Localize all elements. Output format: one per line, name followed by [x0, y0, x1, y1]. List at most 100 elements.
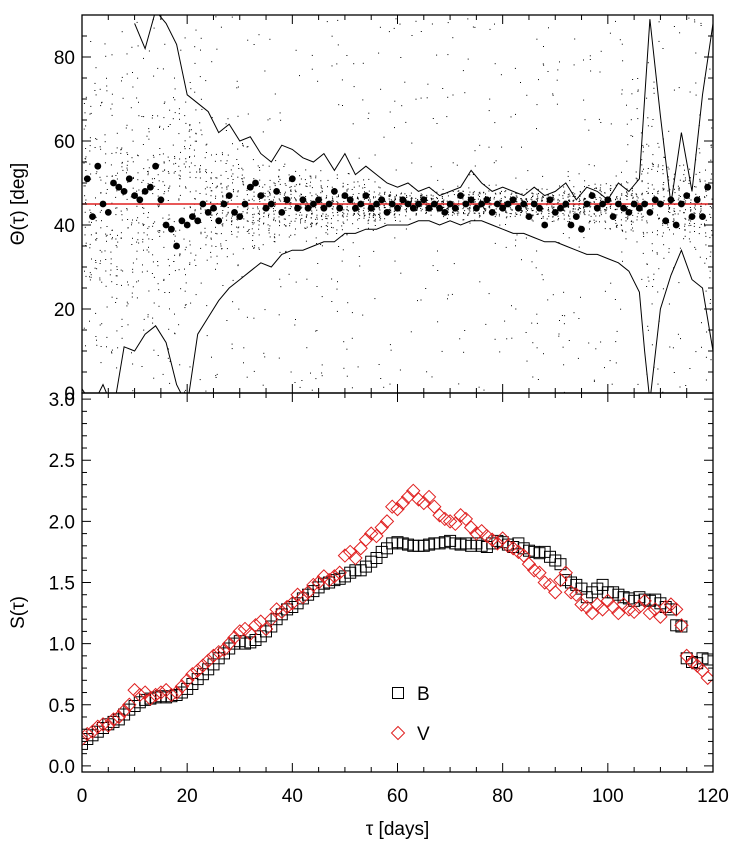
scatter-dot — [515, 113, 516, 115]
scatter-dot — [620, 183, 622, 185]
scatter-dot — [658, 40, 660, 42]
scatter-dot — [583, 213, 585, 215]
scatter-dot — [457, 214, 459, 216]
scatter-dot — [543, 46, 544, 47]
scatter-dot — [657, 164, 659, 166]
mean-point — [136, 196, 144, 204]
point-V — [342, 544, 358, 560]
scatter-dot — [106, 226, 108, 227]
scatter-dot — [295, 199, 297, 201]
scatter-dot — [178, 199, 180, 201]
scatter-dot — [693, 207, 695, 209]
scatter-dot — [158, 164, 160, 166]
scatter-dot — [185, 246, 187, 248]
scatter-dot — [153, 156, 155, 158]
point-V — [153, 685, 169, 700]
scatter-dot — [372, 217, 374, 218]
scatter-dot — [320, 180, 322, 182]
scatter-dot — [479, 144, 481, 146]
scatter-dot — [394, 260, 396, 262]
scatter-dot — [116, 190, 118, 192]
scatter-dot — [689, 91, 691, 93]
scatter-dot — [452, 162, 454, 164]
scatter-dot — [357, 198, 359, 200]
scatter-dot — [325, 213, 327, 215]
scatter-dot — [299, 214, 301, 216]
scatter-dot — [310, 223, 311, 225]
scatter-dot — [274, 241, 276, 243]
scatter-dot — [179, 158, 181, 160]
scatter-dot — [372, 230, 374, 231]
scatter-dot — [199, 379, 201, 381]
scatter-dot — [552, 215, 554, 217]
scatter-dot — [121, 318, 123, 320]
scatter-dot — [472, 26, 474, 28]
scatter-dot — [705, 190, 707, 192]
scatter-dot — [137, 280, 139, 282]
scatter-dot — [336, 204, 338, 206]
scatter-dot — [180, 151, 181, 153]
scatter-dot — [622, 260, 623, 262]
scatter-dot — [656, 252, 658, 254]
scatter-dot — [653, 81, 655, 83]
scatter-dot — [174, 313, 175, 315]
scatter-dot — [647, 325, 649, 327]
scatter-dot — [495, 212, 497, 214]
scatter-dot — [205, 169, 207, 171]
scatter-dot — [162, 181, 164, 183]
scatter-dot — [663, 200, 665, 202]
scatter-dot — [400, 202, 402, 204]
mean-point — [436, 204, 443, 212]
scatter-dot — [89, 247, 91, 249]
scatter-dot — [285, 251, 287, 253]
scatter-dot — [668, 205, 669, 207]
scatter-dot — [578, 246, 580, 248]
scatter-dot — [83, 103, 85, 104]
point-V — [700, 670, 713, 686]
scatter-dot — [311, 54, 313, 56]
scatter-dot — [615, 341, 617, 343]
scatter-dot — [369, 199, 371, 201]
scatter-dot — [147, 174, 149, 176]
mean-point — [467, 196, 475, 204]
scatter-dot — [243, 177, 245, 179]
scatter-dot — [232, 165, 234, 167]
scatter-dot — [548, 213, 550, 214]
scatter-dot — [678, 194, 680, 196]
scatter-dot — [99, 277, 101, 279]
scatter-dot — [657, 190, 659, 192]
scatter-dot — [311, 222, 313, 224]
scatter-dot — [148, 251, 150, 253]
scatter-dot — [378, 214, 380, 215]
scatter-dot — [237, 115, 239, 117]
scatter-dot — [583, 59, 584, 61]
scatter-dot — [247, 220, 249, 222]
scatter-dot — [259, 179, 261, 181]
scatter-dot — [484, 208, 486, 210]
scatter-dot — [225, 123, 227, 125]
scatter-dot — [331, 200, 333, 202]
scatter-dot — [411, 162, 413, 164]
scatter-dot — [632, 227, 633, 229]
scatter-dot — [157, 355, 159, 356]
scatter-dot — [120, 232, 122, 234]
envelope-upper-line — [134, 15, 713, 205]
scatter-dot — [641, 170, 643, 172]
scatter-dot — [352, 123, 354, 125]
scatter-dot — [280, 200, 282, 202]
mean-point — [278, 209, 286, 216]
scatter-dot — [105, 259, 107, 260]
scatter-dot — [527, 170, 529, 172]
scatter-dot — [195, 190, 197, 192]
scatter-dot — [104, 250, 106, 252]
scatter-dot — [127, 160, 129, 162]
scatter-dot — [159, 230, 161, 232]
scatter-dot — [284, 183, 286, 185]
scatter-dot — [677, 185, 679, 187]
scatter-dot — [321, 190, 323, 192]
scatter-dot — [116, 132, 118, 134]
scatter-dot — [343, 367, 345, 369]
scatter-dot — [95, 197, 96, 199]
scatter-dot — [89, 163, 91, 165]
scatter-dot — [230, 169, 232, 171]
